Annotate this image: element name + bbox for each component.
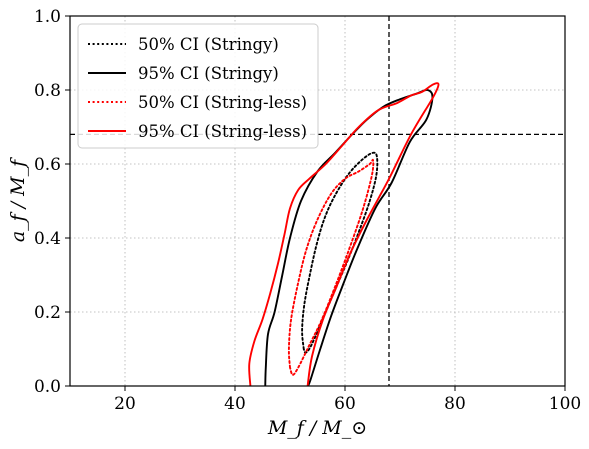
x-tick-label: 100: [549, 394, 581, 414]
x-axis-label: M_f / M_⊙: [267, 417, 367, 439]
y-tick-label: 0.4: [34, 229, 61, 249]
axis-ticks: 20 40 60 80 100 0.0 0.2 0.4 0.6 0.8 1.0: [34, 7, 581, 414]
legend-label-50ci-stringless: 50% CI (String-less): [138, 93, 307, 112]
plot-frame: [69, 15, 566, 387]
contour-series: [248, 82, 440, 386]
y-tick-label: 0.2: [34, 303, 61, 323]
y-tick-label: 1.0: [34, 7, 61, 27]
y-tick-label: 0.8: [34, 81, 61, 101]
gridlines: [70, 16, 565, 386]
x-tick-label: 20: [114, 394, 136, 414]
x-tick-label: 80: [444, 394, 466, 414]
x-tick-label: 40: [224, 394, 246, 414]
contour-50-ci-string-less: [287, 158, 375, 376]
legend: 50% CI (Stringy) 95% CI (Stringy) 50% CI…: [77, 23, 319, 149]
contour-50-ci-stringy: [301, 151, 379, 354]
x-tick-label: 60: [334, 394, 356, 414]
y-axis-label: a_f / M_f: [7, 157, 29, 242]
legend-label-95ci-stringy: 95% CI (Stringy): [138, 64, 279, 83]
contour-95-ci-string-less: [248, 82, 440, 386]
legend-label-95ci-stringless: 95% CI (String-less): [138, 122, 307, 141]
y-tick-label: 0.6: [34, 155, 61, 175]
legend-label-50ci-stringy: 50% CI (Stringy): [138, 35, 279, 54]
y-tick-label: 0.0: [34, 377, 61, 397]
legend-box: [77, 23, 319, 149]
